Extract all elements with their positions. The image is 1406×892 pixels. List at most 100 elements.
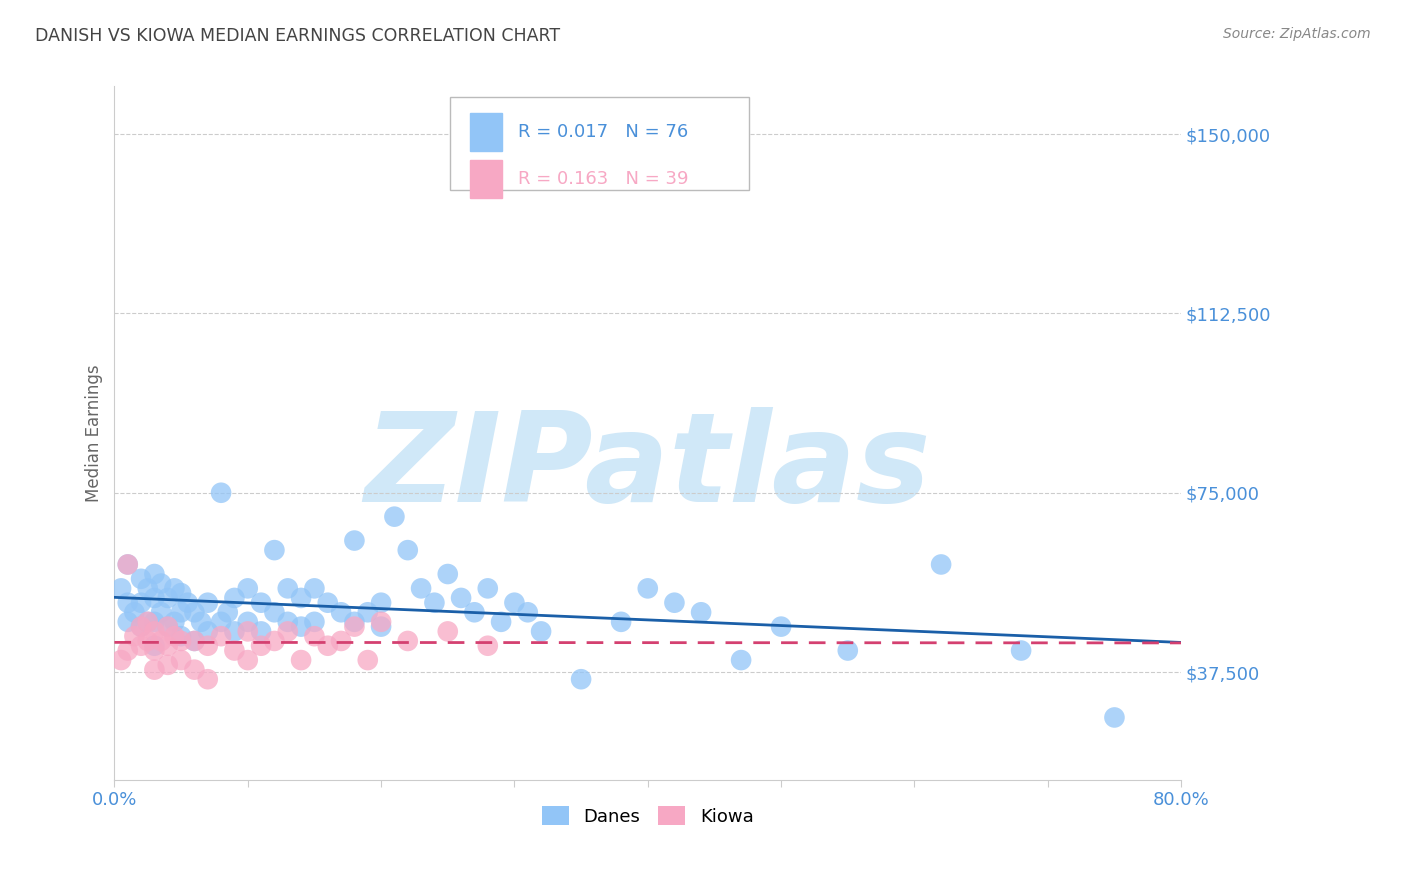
- Point: [370, 596, 392, 610]
- Point: [163, 629, 186, 643]
- Point: [143, 615, 166, 629]
- Point: [224, 624, 246, 639]
- Point: [209, 615, 232, 629]
- Point: [136, 582, 159, 596]
- Point: [143, 643, 166, 657]
- Point: [343, 533, 366, 548]
- Point: [156, 619, 179, 633]
- Point: [143, 639, 166, 653]
- Point: [117, 558, 139, 572]
- Point: [136, 615, 159, 629]
- Point: [224, 591, 246, 605]
- Point: [290, 591, 312, 605]
- Point: [370, 615, 392, 629]
- Point: [290, 619, 312, 633]
- Point: [277, 624, 299, 639]
- Point: [183, 605, 205, 619]
- Point: [110, 653, 132, 667]
- Point: [250, 639, 273, 653]
- Point: [277, 615, 299, 629]
- FancyBboxPatch shape: [470, 113, 502, 152]
- Point: [409, 582, 432, 596]
- Point: [170, 605, 193, 619]
- Point: [129, 572, 152, 586]
- Point: [183, 634, 205, 648]
- FancyBboxPatch shape: [470, 160, 502, 198]
- Point: [143, 624, 166, 639]
- Point: [436, 567, 458, 582]
- Point: [197, 639, 219, 653]
- Point: [156, 619, 179, 633]
- Point: [730, 653, 752, 667]
- Text: R = 0.163   N = 39: R = 0.163 N = 39: [517, 170, 688, 188]
- Point: [197, 596, 219, 610]
- Point: [136, 615, 159, 629]
- Point: [117, 643, 139, 657]
- Point: [197, 672, 219, 686]
- Point: [263, 605, 285, 619]
- Point: [423, 596, 446, 610]
- Point: [197, 624, 219, 639]
- Point: [170, 634, 193, 648]
- Point: [170, 629, 193, 643]
- Point: [1104, 710, 1126, 724]
- Point: [236, 582, 259, 596]
- Point: [110, 582, 132, 596]
- Point: [150, 576, 173, 591]
- Point: [1010, 643, 1032, 657]
- Point: [277, 582, 299, 596]
- Point: [143, 591, 166, 605]
- Point: [304, 582, 326, 596]
- Point: [163, 582, 186, 596]
- Point: [136, 634, 159, 648]
- Point: [263, 543, 285, 558]
- Point: [117, 596, 139, 610]
- Point: [129, 619, 152, 633]
- Point: [263, 634, 285, 648]
- Point: [156, 639, 179, 653]
- Point: [837, 643, 859, 657]
- Point: [290, 653, 312, 667]
- Point: [489, 615, 512, 629]
- Point: [436, 624, 458, 639]
- Point: [316, 639, 339, 653]
- Point: [143, 663, 166, 677]
- Text: ZIPatlas: ZIPatlas: [364, 407, 931, 528]
- Point: [664, 596, 686, 610]
- Point: [163, 615, 186, 629]
- Point: [330, 605, 353, 619]
- Point: [177, 596, 200, 610]
- Point: [770, 619, 793, 633]
- Point: [610, 615, 633, 629]
- Point: [129, 639, 152, 653]
- Point: [190, 615, 212, 629]
- Point: [343, 615, 366, 629]
- FancyBboxPatch shape: [450, 96, 749, 190]
- Point: [209, 629, 232, 643]
- Point: [450, 591, 472, 605]
- Point: [463, 605, 485, 619]
- Point: [150, 634, 173, 648]
- Text: Source: ZipAtlas.com: Source: ZipAtlas.com: [1223, 27, 1371, 41]
- Point: [343, 619, 366, 633]
- Point: [330, 634, 353, 648]
- Point: [516, 605, 538, 619]
- Point: [929, 558, 952, 572]
- Point: [129, 619, 152, 633]
- Point: [357, 605, 380, 619]
- Point: [129, 596, 152, 610]
- Point: [236, 624, 259, 639]
- Point: [124, 605, 146, 619]
- Point: [316, 596, 339, 610]
- Point: [370, 619, 392, 633]
- Text: DANISH VS KIOWA MEDIAN EARNINGS CORRELATION CHART: DANISH VS KIOWA MEDIAN EARNINGS CORRELAT…: [35, 27, 560, 45]
- Point: [477, 582, 499, 596]
- Y-axis label: Median Earnings: Median Earnings: [86, 364, 103, 502]
- Point: [150, 605, 173, 619]
- Point: [209, 485, 232, 500]
- Point: [183, 634, 205, 648]
- Point: [224, 643, 246, 657]
- Point: [156, 657, 179, 672]
- Point: [530, 624, 553, 639]
- Point: [217, 605, 239, 619]
